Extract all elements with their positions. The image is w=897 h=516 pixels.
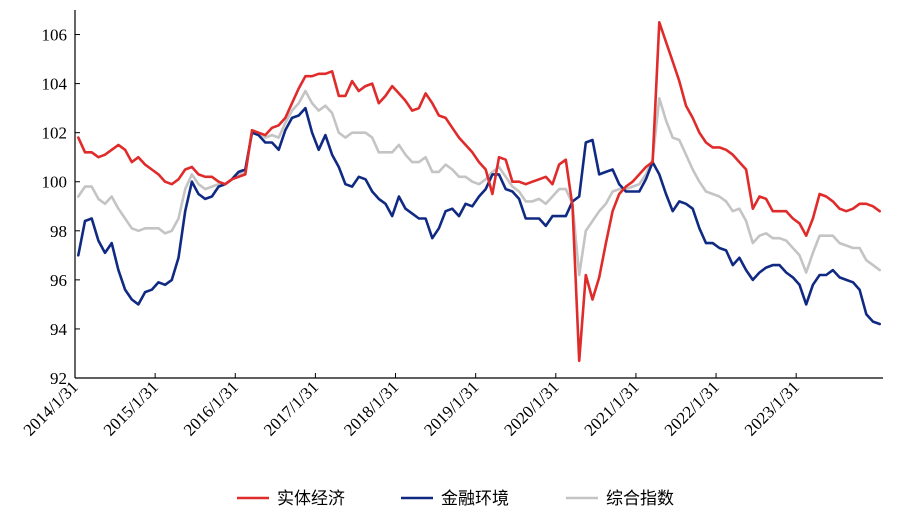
x-ticks: 2014/1/31 2015/1/31 2016/1/31 2017/1/31 2018… bbox=[20, 373, 803, 440]
y-ticks: 92 94 96 98 100 102 104 106 bbox=[42, 26, 80, 388]
x-tick-label: 2021/1/31 bbox=[581, 377, 643, 439]
y-tick-label: 102 bbox=[42, 124, 68, 143]
y-tick-label: 100 bbox=[42, 173, 68, 192]
chart-axes bbox=[74, 10, 883, 379]
y-tick-label: 96 bbox=[50, 271, 67, 290]
y-tick-label: 104 bbox=[42, 75, 68, 94]
x-tick-label: 2023/1/31 bbox=[741, 377, 803, 439]
series-line-1 bbox=[77, 106, 881, 326]
y-tick-label: 98 bbox=[50, 222, 67, 241]
series-lines bbox=[77, 21, 881, 363]
x-tick-label: 2018/1/31 bbox=[340, 377, 402, 439]
chart-legend: 实体经济 金融环境 综合指数 bbox=[237, 489, 674, 509]
series-line-2 bbox=[77, 89, 881, 277]
legend-label-0: 实体经济 bbox=[277, 489, 345, 509]
legend-label-2: 综合指数 bbox=[606, 489, 674, 509]
y-tick-label: 106 bbox=[42, 26, 68, 45]
y-tick-label: 94 bbox=[50, 320, 68, 339]
x-tick-label: 2022/1/31 bbox=[661, 377, 723, 439]
legend-label-1: 金融环境 bbox=[441, 489, 509, 509]
x-tick-label: 2015/1/31 bbox=[100, 377, 162, 439]
y-tick-label: 92 bbox=[50, 369, 67, 388]
x-tick-label: 2020/1/31 bbox=[500, 377, 562, 439]
x-tick-label: 2017/1/31 bbox=[260, 377, 322, 439]
series-line-0 bbox=[77, 21, 881, 363]
x-tick-label: 2019/1/31 bbox=[420, 377, 482, 439]
x-tick-label: 2016/1/31 bbox=[180, 377, 242, 439]
